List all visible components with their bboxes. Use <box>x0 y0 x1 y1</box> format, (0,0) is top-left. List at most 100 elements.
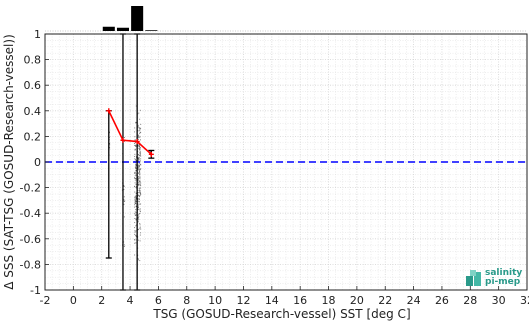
scatter-point <box>135 214 137 216</box>
scatter-point <box>138 168 140 170</box>
scatter-point <box>123 199 125 201</box>
scatter-point <box>139 240 141 242</box>
scatter-point <box>138 215 140 217</box>
scatter-point <box>135 196 137 198</box>
scatter-point <box>140 164 142 166</box>
scatter-point <box>139 109 141 111</box>
histogram-bar <box>116 27 129 31</box>
scatter-point <box>139 184 141 186</box>
x-tick-label: 14 <box>265 294 279 307</box>
scatter-point <box>138 159 140 161</box>
scatter-point <box>139 192 141 194</box>
y-tick-label: -0.8 <box>20 258 41 271</box>
scatter-point <box>134 136 136 138</box>
scatter-point <box>137 201 139 203</box>
scatter-point <box>140 127 142 129</box>
scatter-point <box>139 191 141 193</box>
scatter-point <box>138 169 140 171</box>
scatter-point <box>139 211 141 213</box>
scatter-point <box>139 195 141 197</box>
scatter-point <box>139 171 141 173</box>
scatter-point <box>134 196 136 198</box>
scatter-point <box>135 195 137 197</box>
scatter-point <box>139 176 141 178</box>
scatter-point <box>135 166 137 168</box>
scatter-point <box>134 175 136 177</box>
y-tick-label: 0.4 <box>24 105 42 118</box>
scatter-point <box>134 142 136 144</box>
x-tick-label: 24 <box>407 294 421 307</box>
scatter-point <box>138 143 140 145</box>
scatter-point <box>138 158 140 160</box>
scatter-point <box>139 224 141 226</box>
scatter-point <box>135 231 137 233</box>
scatter-point <box>149 151 151 153</box>
logo-text-line2: pi-mep <box>485 277 521 287</box>
scatter-point <box>137 134 139 136</box>
mean-point <box>148 151 154 157</box>
scatter-point <box>134 196 136 198</box>
scatter-point <box>135 218 137 220</box>
scatter-point <box>134 233 136 235</box>
scatter-point <box>139 135 141 137</box>
scatter-point <box>135 199 137 201</box>
scatter-point <box>138 165 140 167</box>
scatter-point <box>139 180 141 182</box>
scatter-point <box>134 198 136 200</box>
scatter-point <box>139 129 141 131</box>
scatter-point <box>139 226 141 228</box>
y-axis-label: Δ SSS (SAT-TSG (GOSUD-Research-vessel)) <box>2 34 16 290</box>
x-tick-label: 0 <box>70 294 77 307</box>
y-tick-label: 0.2 <box>24 130 42 143</box>
scatter-point <box>137 180 139 182</box>
scatter-point <box>134 144 136 146</box>
scatter-point <box>135 169 137 171</box>
scatter-point <box>123 196 125 198</box>
scatter-point <box>138 166 140 168</box>
scatter-point <box>137 157 139 159</box>
y-tick-label: 0.8 <box>24 54 42 67</box>
scatter-point <box>138 195 140 197</box>
scatter-point <box>140 131 142 133</box>
scatter-point <box>139 213 141 215</box>
scatter-point <box>137 136 139 138</box>
scatter-point <box>135 203 137 205</box>
mean-line <box>108 110 152 155</box>
scatter-point <box>123 245 125 247</box>
scatter-points <box>108 105 152 262</box>
logo-mark-icon <box>466 270 482 286</box>
scatter-point <box>137 185 139 187</box>
mean-point <box>134 139 140 145</box>
scatter-point <box>137 221 139 223</box>
scatter-point <box>134 227 136 229</box>
y-tick-label: -0.6 <box>20 233 41 246</box>
scatter-point <box>135 187 137 189</box>
scatter-point <box>140 169 142 171</box>
scatter-point <box>134 222 136 224</box>
scatter-point <box>135 157 137 159</box>
scatter-point <box>138 139 140 141</box>
scatter-point <box>137 179 139 181</box>
scatter-point <box>135 212 137 214</box>
scatter-point <box>134 254 136 256</box>
scatter-point <box>138 177 140 179</box>
scatter-point <box>135 185 137 187</box>
scatter-point <box>140 168 142 170</box>
histogram-bar <box>131 6 144 31</box>
scatter-point <box>137 177 139 179</box>
scatter-point <box>134 242 136 244</box>
scatter-point <box>140 158 142 160</box>
scatter-point <box>137 181 139 183</box>
scatter-point <box>134 158 136 160</box>
scatter-point <box>139 187 141 189</box>
x-tick-label: 10 <box>208 294 222 307</box>
mean-point <box>120 137 126 143</box>
scatter-point <box>135 236 137 238</box>
scatter-point <box>135 215 137 217</box>
scatter-point <box>123 185 125 187</box>
scatter-point <box>138 154 140 156</box>
scatter-point <box>138 183 140 185</box>
scatter-point <box>138 157 140 159</box>
scatter-point <box>138 213 140 215</box>
x-tick-label: 30 <box>492 294 506 307</box>
